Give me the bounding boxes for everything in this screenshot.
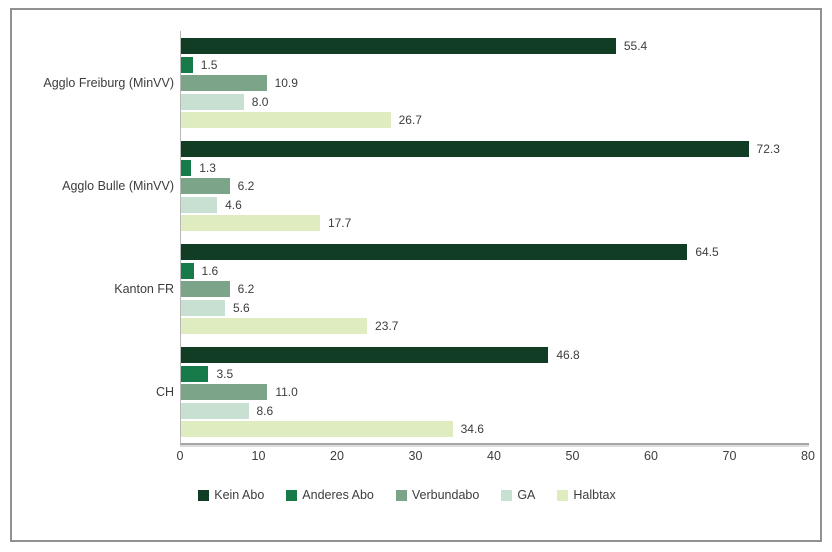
bar-row: 8.6 [181,402,809,419]
bar-row: 72.3 [181,141,809,157]
bar-ga [181,196,218,213]
bar-row: 34.6 [181,421,809,437]
bar-ga [181,299,225,316]
legend-item-ga: GA [501,488,535,502]
bar-group-kanton-fr: 64.5 1.6 6.2 5.6 23.7 [181,237,809,340]
legend-label: Kein Abo [214,488,265,502]
value-label: 17.7 [327,216,352,230]
legend-item-verbundabo: Verbundabo [395,488,480,502]
bar-row: 1.5 [181,56,809,73]
bar-row: 1.6 [181,262,809,279]
value-label: 1.6 [201,263,219,278]
plot-area: 55.4 1.5 10.9 8.0 26.7 72.3 1.3 6.2 4.6 17.7 64.5 1… [180,31,809,445]
bar-kein-abo [181,141,749,157]
value-label: 10.9 [274,76,298,90]
bar-row: 23.7 [181,318,809,334]
chart-frame [10,8,822,542]
x-tick-label: 0 [176,449,184,463]
bar-row: 6.2 [181,178,809,194]
value-label: 8.0 [251,94,269,109]
legend-swatch-verbundabo [395,489,407,501]
bar-anderes-abo [181,56,193,73]
category-label-agglo-freiburg-minvv: Agglo Freiburg (MinVV) [43,75,174,90]
legend-label: GA [517,488,536,502]
bar-row: 64.5 [181,244,809,260]
value-label: 64.5 [695,245,719,259]
x-tick-label: 60 [644,449,658,463]
bar-row: 17.7 [181,215,809,231]
x-tick-label: 50 [565,449,580,463]
bar-verbundabo [181,178,230,194]
x-tick-label: 70 [722,449,737,463]
bar-verbundabo [181,75,267,91]
bar-row: 10.9 [181,75,809,91]
x-axis: 0 10 20 30 40 50 60 70 80 [176,449,815,467]
bar-halbtax [181,421,453,437]
bar-halbtax [181,318,368,334]
value-label: 11.0 [275,385,298,399]
legend-item-anderes-abo: Anderes Abo [286,488,374,502]
category-label-kanton-fr: Kanton FR [114,281,174,296]
bar-kein-abo [181,244,688,260]
value-label: 5.6 [232,300,250,315]
legend-swatch-ga [501,489,513,501]
legend-swatch-kein-abo [198,489,210,501]
value-label: 1.3 [199,160,216,175]
legend-label: Verbundabo [411,488,480,502]
bar-kein-abo [181,347,549,363]
legend-label: Halbtax [573,488,616,502]
bar-row: 46.8 [181,347,809,363]
category-axis: Agglo Freiburg (MinVV) Agglo Bulle (MinVV… [12,31,174,443]
bar-row: 55.4 [181,38,809,54]
legend-item-kein-abo: Kein Abo [198,488,264,502]
bar-group-agglo-bulle-minvv: 72.3 1.3 6.2 4.6 17.7 [181,134,809,237]
legend-swatch-halbtax [557,489,569,501]
category-label-ch: CH [155,384,174,399]
value-label: 6.2 [237,179,255,193]
legend-label: Anderes Abo [302,488,374,502]
bar-row: 6.2 [181,281,809,297]
value-label: 6.2 [237,282,255,296]
bar-row: 8.0 [181,93,809,110]
bar-anderes-abo [181,365,209,382]
bar-row: 26.7 [181,112,809,128]
value-label: 26.7 [398,113,422,127]
bar-anderes-abo [181,262,194,279]
value-label: 34.6 [460,422,484,436]
legend-swatch-anderes-abo [286,489,298,501]
bar-row: 5.6 [181,299,809,316]
bar-ga [181,402,249,419]
bar-halbtax [181,215,320,231]
x-tick-label: 20 [330,449,344,463]
bar-row: 4.6 [181,196,809,213]
bar-row: 3.5 [181,365,809,382]
bar-verbundabo [181,281,230,297]
bar-row: 11.0 [181,384,809,400]
x-tick-label: 40 [487,449,501,463]
x-tick-label: 80 [801,449,815,463]
x-tick-label: 10 [251,449,266,463]
bar-kein-abo [181,38,616,54]
value-label: 46.8 [556,348,580,362]
value-label: 72.3 [756,142,780,156]
bar-halbtax [181,112,391,128]
value-label: 3.5 [216,366,234,381]
bar-group-ch: 46.8 3.5 11.0 8.6 34.6 [181,340,809,443]
bar-verbundabo [181,384,268,400]
bar-row: 1.3 [181,159,809,176]
legend-item-halbtax: Halbtax [557,488,616,502]
bar-anderes-abo [181,159,192,176]
category-label-agglo-bulle-minvv: Agglo Bulle (MinVV) [62,178,174,193]
value-label: 4.6 [225,197,242,212]
legend: Kein Abo Anderes Abo Verbundabo GA Halbtax [0,488,832,502]
value-label: 1.5 [200,57,218,72]
value-label: 8.6 [256,403,274,418]
bar-group-agglo-freiburg-minvv: 55.4 1.5 10.9 8.0 26.7 [181,31,809,134]
value-label: 55.4 [623,39,648,53]
bar-ga [181,93,244,110]
value-label: 23.7 [375,319,399,333]
x-tick-label: 30 [408,449,423,463]
